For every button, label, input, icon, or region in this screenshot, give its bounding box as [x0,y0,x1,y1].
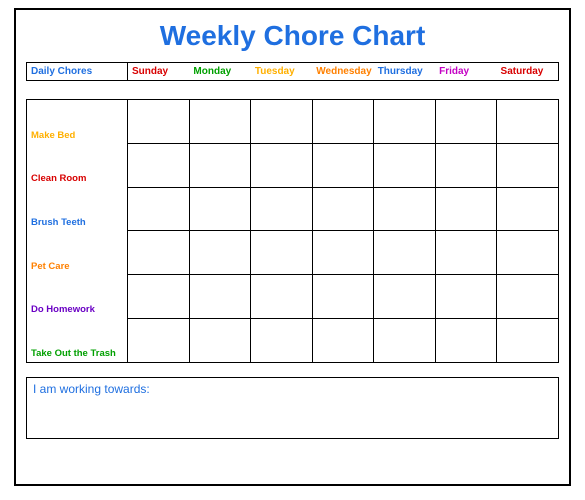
grid-cell [128,231,189,274]
grid-cell [189,275,251,318]
goal-label: I am working towards: [33,382,150,396]
chore-chart-page: Weekly Chore Chart Daily Chores Sunday M… [14,8,571,486]
grid-cell [435,100,497,143]
grid-cell [128,188,189,231]
chore-label: Take Out the Trash [27,318,127,362]
day-saturday: Saturday [497,66,558,77]
grid-cell [128,144,189,187]
day-thursday: Thursday [374,66,435,77]
grid-row [128,100,558,143]
chore-label: Clean Room [27,144,127,188]
day-monday: Monday [189,66,250,77]
grid-cell [496,231,558,274]
grid-row [128,274,558,318]
grid-cell [496,319,558,362]
grid-row [128,318,558,362]
grid-row [128,187,558,231]
grid-cell [250,188,312,231]
grid-cell [250,275,312,318]
grid-cell [435,144,497,187]
chore-grid [128,99,559,363]
grid-cell [189,319,251,362]
grid-cell [189,231,251,274]
corner-label: Daily Chores [26,62,128,81]
grid-cell [189,188,251,231]
header-row: Daily Chores Sunday Monday Tuesday Wedne… [26,62,559,81]
grid-cell [435,319,497,362]
chore-labels-column: Make Bed Clean Room Brush Teeth Pet Care… [26,99,128,363]
grid-cell [250,231,312,274]
grid-cell [189,144,251,187]
grid-cell [128,100,189,143]
grid-cell [435,231,497,274]
grid-cell [128,275,189,318]
grid-cell [128,319,189,362]
grid-cell [373,275,435,318]
chore-label: Brush Teeth [27,187,127,231]
day-sunday: Sunday [128,66,189,77]
chore-label: Do Homework [27,275,127,319]
grid-cell [189,100,251,143]
grid-cell [373,144,435,187]
grid-cell [496,100,558,143]
grid-cell [435,188,497,231]
grid-cell [496,188,558,231]
grid-cell [312,231,374,274]
day-wednesday: Wednesday [312,66,373,77]
grid-row [128,230,558,274]
days-strip: Sunday Monday Tuesday Wednesday Thursday… [128,62,559,81]
grid-cell [312,319,374,362]
grid-cell [373,231,435,274]
chart-title: Weekly Chore Chart [26,20,559,52]
grid-cell [496,144,558,187]
day-friday: Friday [435,66,496,77]
grid-cell [496,275,558,318]
grid-cell [312,144,374,187]
grid-cell [250,319,312,362]
grid-row [128,143,558,187]
grid-cell [373,100,435,143]
grid-cell [250,144,312,187]
chore-label: Pet Care [27,231,127,275]
grid-cell [312,275,374,318]
grid-cell [373,319,435,362]
grid-cell [250,100,312,143]
day-tuesday: Tuesday [251,66,312,77]
grid-wrap: Make Bed Clean Room Brush Teeth Pet Care… [26,99,559,363]
goal-box: I am working towards: [26,377,559,439]
grid-cell [312,100,374,143]
chore-label: Make Bed [27,100,127,144]
grid-cell [312,188,374,231]
grid-cell [435,275,497,318]
grid-cell [373,188,435,231]
